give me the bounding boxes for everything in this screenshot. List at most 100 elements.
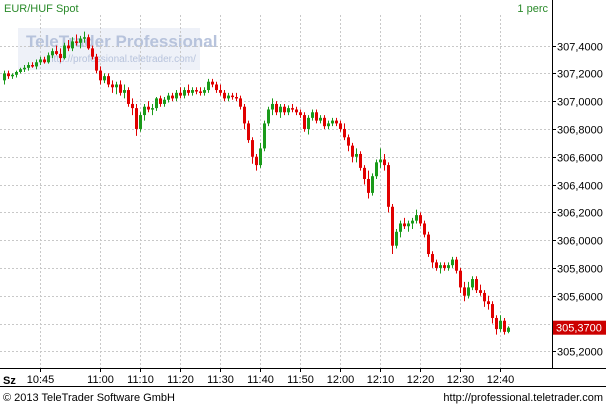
candle-body <box>275 103 278 113</box>
last-price-marker: 305,3700 <box>553 320 606 335</box>
candle <box>243 103 246 129</box>
y-tick-label: 305,6000 <box>557 292 603 304</box>
candle <box>471 276 474 291</box>
candle-body <box>247 123 250 141</box>
candle <box>415 209 418 224</box>
candle <box>499 315 502 332</box>
candle-body <box>231 95 234 98</box>
x-tick-label: 11:00 <box>87 374 114 386</box>
candle <box>283 103 286 116</box>
candle <box>203 87 206 96</box>
x-tick-label: 11:20 <box>167 374 194 386</box>
candle <box>199 87 202 96</box>
candle <box>351 142 354 163</box>
candle-body <box>383 159 386 166</box>
candle-body <box>503 320 506 332</box>
candle-body <box>151 108 154 110</box>
candle-body <box>319 117 322 121</box>
candle-body <box>23 67 26 70</box>
candle <box>399 220 402 238</box>
candle-body <box>83 37 86 39</box>
candle <box>127 87 130 107</box>
candle <box>491 301 494 324</box>
candle-body <box>39 59 42 63</box>
candle-body <box>483 292 486 302</box>
candle-body <box>183 90 186 96</box>
x-tick-label: 11:30 <box>207 374 234 386</box>
candle-body <box>175 92 178 99</box>
y-tick-label: 306,2000 <box>557 208 603 220</box>
copyright-text: © 2013 TeleTrader Software GmbH <box>3 392 175 404</box>
candle <box>51 48 54 59</box>
candle-body <box>347 137 350 146</box>
y-tick-label: 306,6000 <box>557 153 603 165</box>
candle-body <box>307 117 310 129</box>
candle <box>455 256 458 274</box>
candle <box>223 90 226 102</box>
candle-body <box>79 38 82 43</box>
candle <box>339 120 342 132</box>
candle <box>115 81 118 95</box>
candle-body <box>411 220 414 224</box>
candle <box>287 105 290 116</box>
candle-body <box>115 84 118 88</box>
candle-body <box>55 51 58 54</box>
candle <box>335 117 338 127</box>
candle <box>235 92 238 102</box>
candle-body <box>143 106 146 116</box>
candle <box>251 137 254 164</box>
y-tick-label: 307,2000 <box>557 69 603 81</box>
candle-body <box>207 81 210 91</box>
candle <box>111 80 114 93</box>
candle <box>271 98 274 116</box>
watermark: TeleTrader Professional http://professio… <box>18 28 217 70</box>
candle-body <box>155 98 158 109</box>
candle-body <box>475 279 478 291</box>
candle <box>495 315 498 335</box>
candle <box>507 326 510 334</box>
candle <box>467 281 470 299</box>
candle-body <box>439 265 442 268</box>
candle <box>163 96 166 107</box>
candle <box>87 34 90 50</box>
candle <box>259 142 262 168</box>
candle-body <box>179 92 182 96</box>
candle-body <box>339 123 342 129</box>
candle-body <box>67 45 70 49</box>
candle <box>67 40 70 52</box>
x-tick-label: 11:50 <box>287 374 314 386</box>
candle-body <box>259 148 262 166</box>
candle-body <box>487 301 490 305</box>
candle <box>187 84 190 96</box>
candle <box>263 120 266 152</box>
candle-body <box>395 231 398 246</box>
candle <box>291 103 294 113</box>
candle <box>443 262 446 271</box>
candle <box>215 81 218 93</box>
candle <box>255 153 258 171</box>
axis-corner-label: Sz <box>3 375 16 387</box>
candle-body <box>451 259 454 266</box>
candle-body <box>367 178 370 193</box>
candle <box>123 84 126 99</box>
candle-body <box>43 59 46 63</box>
candle-body <box>31 65 34 67</box>
candle-body <box>7 73 10 77</box>
candle <box>91 45 94 60</box>
candle <box>27 62 30 71</box>
candle <box>419 212 422 227</box>
candle-body <box>219 90 222 93</box>
candle-body <box>431 254 434 263</box>
candle <box>59 48 62 63</box>
x-tick-label: 12:10 <box>367 374 395 386</box>
header-bar <box>0 0 552 15</box>
candle <box>11 73 14 79</box>
last-price-background <box>553 320 606 335</box>
candle <box>195 87 198 95</box>
candle-body <box>351 145 354 157</box>
candle <box>147 101 150 113</box>
candle-body <box>243 106 246 124</box>
candle-body <box>187 90 190 93</box>
candle <box>55 45 58 56</box>
